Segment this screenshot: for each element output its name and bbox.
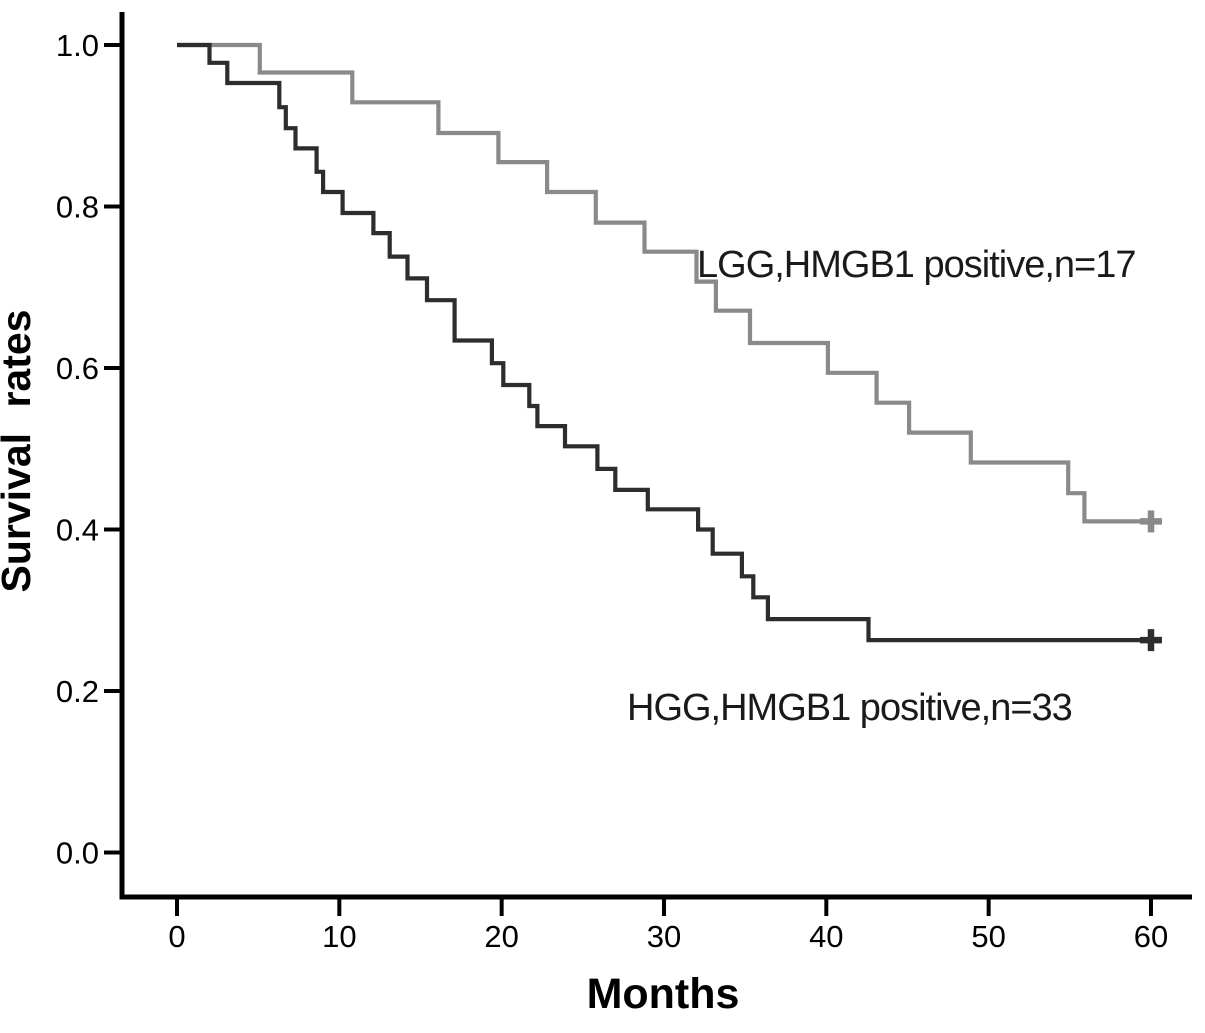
censor-mark-hgg <box>1139 629 1162 652</box>
x-axis-title: Months <box>587 970 740 1018</box>
y-tick-label: 1.0 <box>56 28 99 63</box>
x-tick-label: 50 <box>971 919 1005 954</box>
survival-curve-lgg <box>177 42 1160 524</box>
x-tick-label: 0 <box>168 919 185 954</box>
x-tick-label: 10 <box>322 919 356 954</box>
series-label-lgg: LGG,HMGB1 positive,n=17 <box>697 244 1136 286</box>
x-tick-label: 20 <box>484 919 518 954</box>
x-tick-label: 40 <box>809 919 843 954</box>
series-label-hgg: HGG,HMGB1 positive,n=33 <box>627 687 1072 729</box>
y-tick-label: 0.2 <box>56 674 99 709</box>
y-tick-label: 0.6 <box>56 351 99 386</box>
y-tick-label: 0.4 <box>56 513 99 548</box>
y-tick-label: 0.0 <box>56 836 99 871</box>
censor-mark-lgg <box>1139 510 1162 533</box>
y-axis-title: Survival rates <box>0 310 39 593</box>
curve-annotations: LGG,HMGB1 positive,n=17 HGG,HMGB1 positiv… <box>627 244 1137 729</box>
x-tick-label: 60 <box>1134 919 1168 954</box>
survival-curve-hgg <box>177 42 1161 643</box>
axes: 0.0 0.2 0.4 0.6 0.8 1.0 0 10 20 30 40 50 60 <box>56 12 1192 954</box>
survival-curves <box>177 42 1162 652</box>
x-tick-label: 30 <box>647 919 681 954</box>
y-tick-label: 0.8 <box>56 190 99 225</box>
